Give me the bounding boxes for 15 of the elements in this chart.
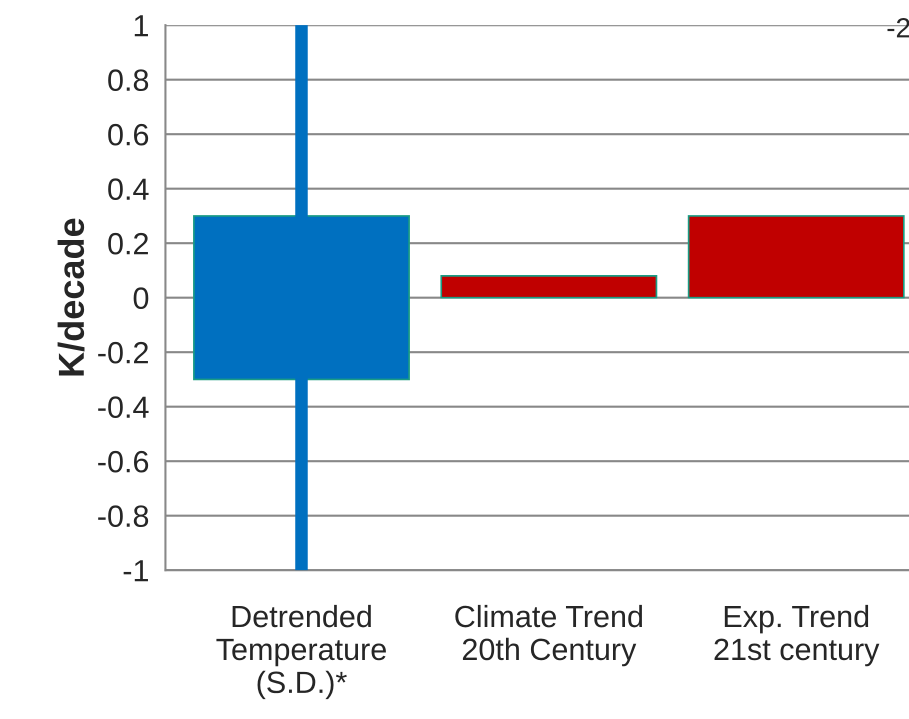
y-tick-label: 0.2 (108, 232, 148, 255)
y-tick-label: -1 (124, 560, 148, 582)
y-tick-label: 1 (134, 15, 148, 36)
y-tick-label: 0.8 (108, 69, 148, 92)
y-tick-label: -0.8 (98, 505, 148, 528)
y-tick-label: 0 (134, 287, 148, 310)
y-tick-label: -0.4 (98, 396, 149, 418)
x-tick-label: Climate Trend 20th Century (455, 604, 642, 666)
y-tick-label: 0.6 (108, 124, 148, 146)
y-tick-label: -0.6 (98, 450, 148, 473)
x-tick-label: Exp. Trend 21st century (714, 604, 880, 666)
x-tick-label: Detrended Temperature (S.D.)* (216, 604, 386, 700)
y-axis-title: K/decade (58, 218, 84, 376)
y-tick-label: 0.4 (108, 178, 149, 200)
y-tick-label: -0.2 (98, 342, 148, 364)
